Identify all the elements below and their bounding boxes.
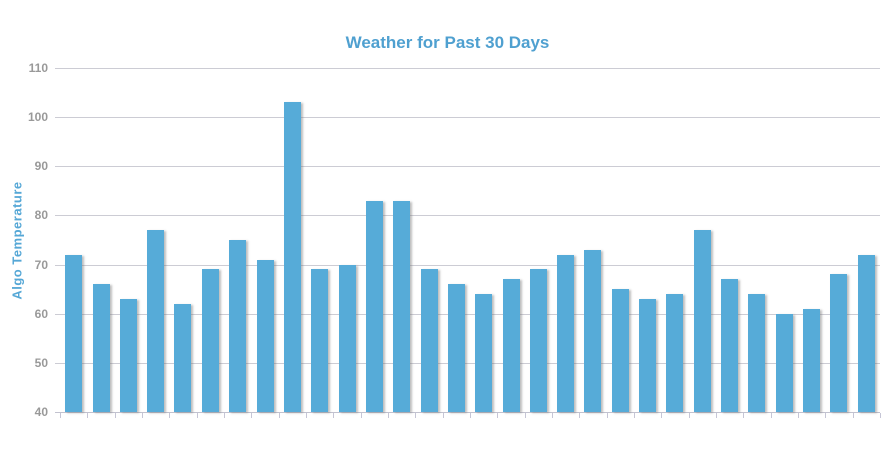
x-axis-tick: [443, 413, 444, 418]
x-axis-tick: [607, 413, 608, 418]
x-axis-tick: [525, 413, 526, 418]
bar-day-11[interactable]: [339, 265, 356, 412]
h-gridline: [55, 314, 880, 315]
bar-day-2[interactable]: [93, 284, 110, 412]
bar-day-29[interactable]: [830, 274, 847, 412]
bar-day-25[interactable]: [721, 279, 738, 412]
bar-day-18[interactable]: [530, 269, 547, 412]
bar-day-4[interactable]: [147, 230, 164, 412]
x-axis-tick: [661, 413, 662, 418]
bar-day-19[interactable]: [557, 255, 574, 412]
bar-day-22[interactable]: [639, 299, 656, 412]
bar-day-1[interactable]: [65, 255, 82, 412]
x-axis-tick: [798, 413, 799, 418]
x-axis-tick: [333, 413, 334, 418]
h-gridline: [55, 265, 880, 266]
bar-day-26[interactable]: [748, 294, 765, 412]
bar-day-28[interactable]: [803, 309, 820, 412]
bar-day-13[interactable]: [393, 201, 410, 412]
bar-day-17[interactable]: [503, 279, 520, 412]
bar-day-10[interactable]: [311, 269, 328, 412]
chart-title: Weather for Past 30 Days: [345, 33, 550, 52]
x-axis-tick: [470, 413, 471, 418]
bar-day-12[interactable]: [366, 201, 383, 412]
bar-day-14[interactable]: [421, 269, 438, 412]
y-tick-label: 60: [34, 307, 48, 321]
bar-day-16[interactable]: [475, 294, 492, 412]
bar-day-15[interactable]: [448, 284, 465, 412]
x-axis-tick: [87, 413, 88, 418]
x-axis-tick: [415, 413, 416, 418]
y-axis-title: Algo Temperature: [9, 181, 25, 300]
x-axis-tick: [388, 413, 389, 418]
bar-day-3[interactable]: [120, 299, 137, 412]
y-tick-label: 100: [27, 110, 48, 124]
bar-day-7[interactable]: [229, 240, 246, 412]
bar-day-24[interactable]: [694, 230, 711, 412]
y-tick-label: 80: [34, 208, 48, 222]
x-axis-tick: [142, 413, 143, 418]
x-axis-tick: [716, 413, 717, 418]
x-axis-tick: [306, 413, 307, 418]
x-axis-line: [55, 412, 880, 413]
x-axis-tick: [224, 413, 225, 418]
h-gridline: [55, 363, 880, 364]
x-axis-tick: [361, 413, 362, 418]
x-axis-tick: [552, 413, 553, 418]
x-axis-tick: [634, 413, 635, 418]
x-axis-tick: [825, 413, 826, 418]
y-tick-label: 110: [28, 61, 48, 75]
bar-day-9[interactable]: [284, 102, 301, 412]
h-gridline: [55, 68, 880, 69]
x-axis-tick: [579, 413, 580, 418]
x-axis-tick: [743, 413, 744, 418]
y-tick-label: 70: [34, 258, 48, 272]
y-tick-label: 90: [34, 159, 48, 173]
x-axis-tick: [497, 413, 498, 418]
bar-day-20[interactable]: [584, 250, 601, 412]
bar-day-30[interactable]: [858, 255, 875, 412]
h-gridline: [55, 117, 880, 118]
h-gridline: [55, 166, 880, 167]
bar-day-27[interactable]: [776, 314, 793, 412]
x-axis-tick: [60, 413, 61, 418]
x-axis-tick: [689, 413, 690, 418]
y-tick-label: 40: [34, 405, 48, 419]
x-axis-tick: [880, 413, 881, 418]
bar-day-23[interactable]: [666, 294, 683, 412]
x-axis-tick: [197, 413, 198, 418]
x-axis-tick: [853, 413, 854, 418]
x-axis-tick: [115, 413, 116, 418]
x-axis-tick: [169, 413, 170, 418]
y-tick-label: 50: [34, 356, 48, 370]
h-gridline: [55, 215, 880, 216]
x-axis-tick: [251, 413, 252, 418]
x-axis-tick: [279, 413, 280, 418]
bar-day-8[interactable]: [257, 260, 274, 412]
bar-day-6[interactable]: [202, 269, 219, 412]
bar-day-5[interactable]: [174, 304, 191, 412]
x-axis-tick: [771, 413, 772, 418]
bar-day-21[interactable]: [612, 289, 629, 412]
